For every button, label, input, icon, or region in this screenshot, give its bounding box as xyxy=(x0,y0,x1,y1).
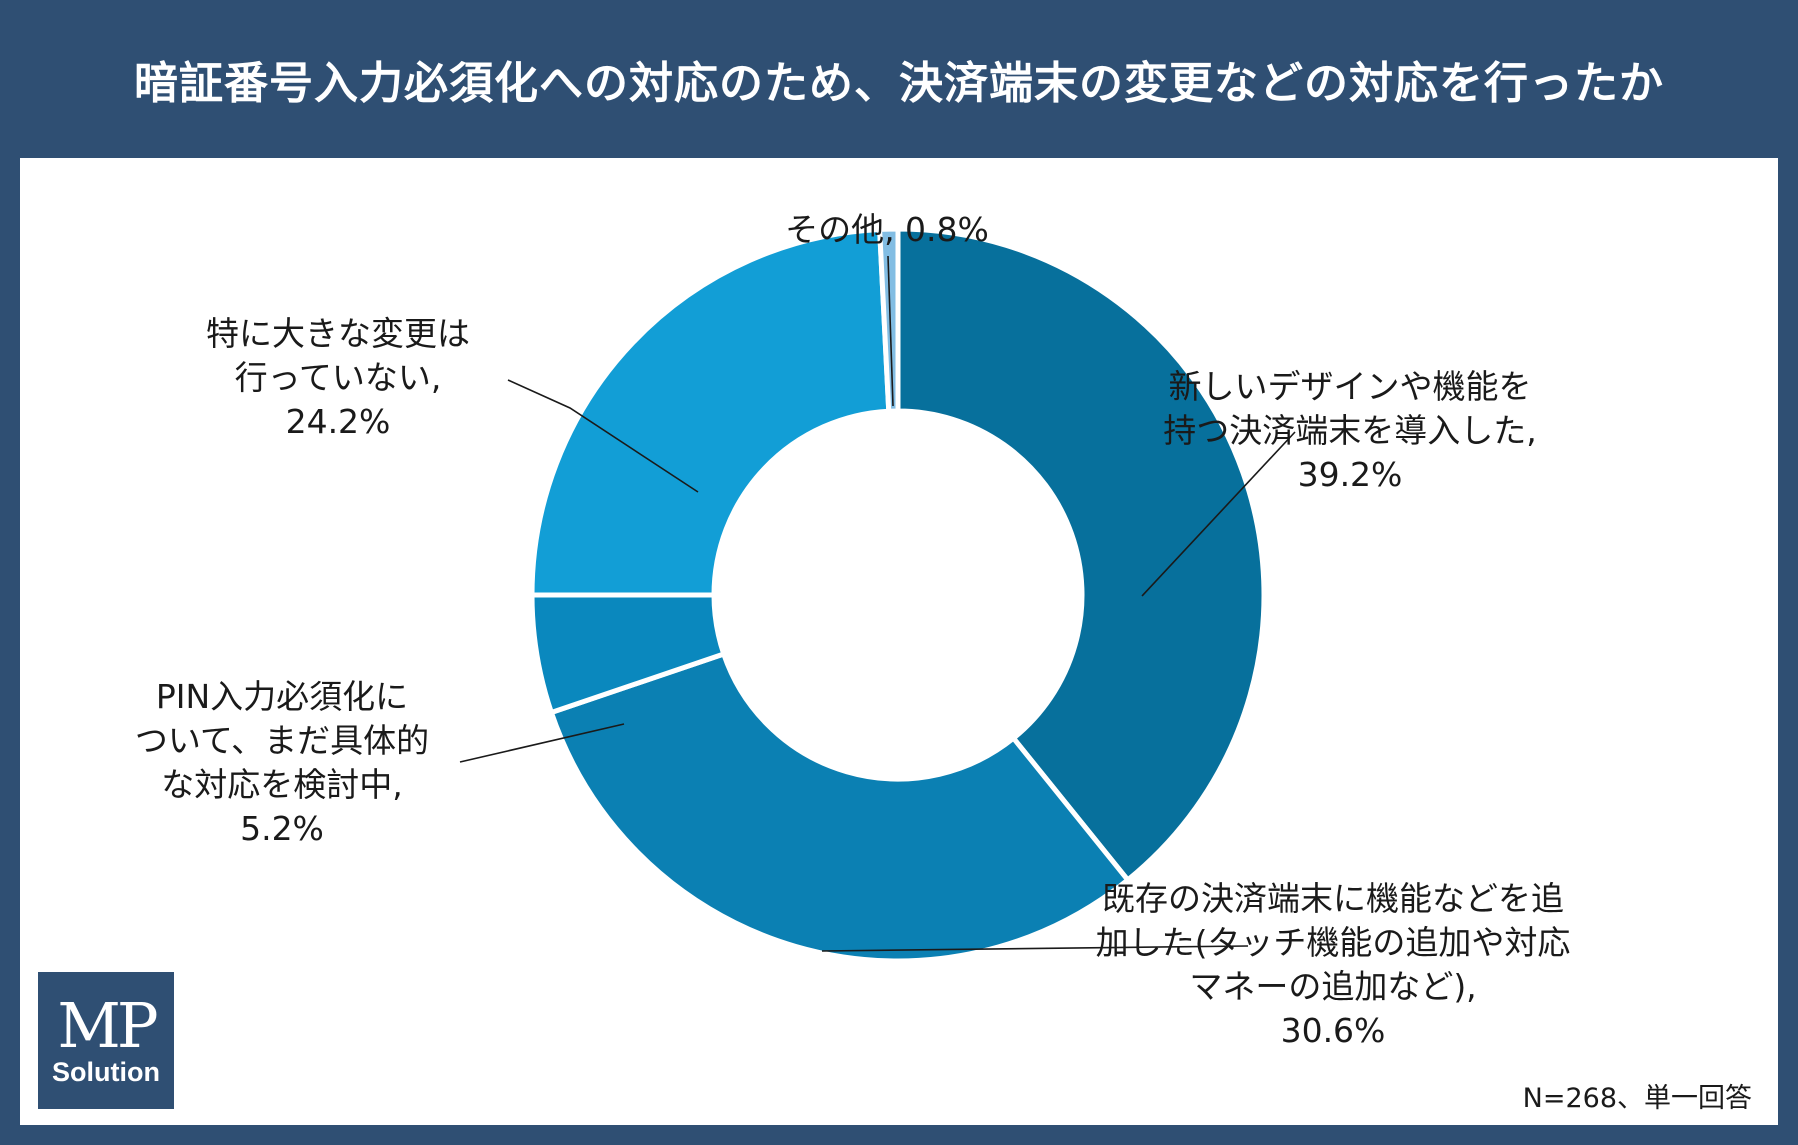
data-label-add-function: 既存の決済端末に機能などを追加した(タッチ機能の追加や対応マネーの追加など), 3… xyxy=(1096,879,1571,1050)
data-label-line: ついて、まだ具体的 xyxy=(135,721,429,760)
data-label-line: 24.2% xyxy=(286,402,391,441)
slice-other xyxy=(876,226,901,414)
data-label-line: PIN入力必須化に xyxy=(156,677,408,716)
data-label-line: 加した(タッチ機能の追加や対応 xyxy=(1096,923,1571,962)
data-label-line: その他, 0.8% xyxy=(785,210,989,249)
slice-no-change xyxy=(529,226,892,598)
logo-subtext: Solution xyxy=(52,1056,160,1087)
donut-chart: 新しいデザインや機能を持つ決済端末を導入した, 39.2% 既存の決済端末に機能など… xyxy=(135,210,1571,1050)
mp-solution-logo: MP Solution xyxy=(36,970,176,1111)
slice-new-terminal xyxy=(895,226,1267,884)
data-labels: 新しいデザインや機能を持つ決済端末を導入した, 39.2% 既存の決済端末に機能など… xyxy=(135,210,1571,1050)
leader-lines xyxy=(459,255,1296,952)
leader-line-other xyxy=(887,255,894,407)
data-label-line: 5.2% xyxy=(240,809,324,848)
leader-line-considering xyxy=(459,723,625,763)
data-label-line: マネーの追加など), xyxy=(1189,967,1476,1006)
data-label-new-terminal: 新しいデザインや機能を持つ決済端末を導入した, 39.2% xyxy=(1163,367,1537,494)
leader-line-add-function xyxy=(821,945,1249,952)
logo-mark: MP xyxy=(57,988,158,1062)
data-label-no-change: 特に大きな変更は行っていない, 24.2% xyxy=(206,314,470,441)
data-label-line: 39.2% xyxy=(1298,455,1403,494)
data-label-line: 特に大きな変更は xyxy=(206,314,470,353)
chart-panel: 新しいデザインや機能を持つ決済端末を導入した, 39.2% 既存の決済端末に機能など… xyxy=(20,158,1778,1125)
leader-line-new-terminal xyxy=(1141,431,1296,597)
data-label-line: な対応を検討中, xyxy=(161,765,403,804)
chart-header: 暗証番号入力必須化への対応のため、決済端末の変更などの対応を行ったか xyxy=(0,0,1798,158)
data-label-line: 新しいデザインや機能を xyxy=(1169,367,1532,406)
leader-line-no-change xyxy=(507,379,699,493)
data-label-line: 行っていない, xyxy=(235,358,442,397)
chart-title: 暗証番号入力必須化への対応のため、決済端末の変更などの対応を行ったか xyxy=(134,58,1664,109)
data-label-other: その他, 0.8% xyxy=(785,210,989,249)
data-label-considering: PIN入力必須化について、まだ具体的な対応を検討中, 5.2% xyxy=(135,677,429,848)
data-label-line: 30.6% xyxy=(1281,1011,1386,1050)
sample-size-note: N=268、単一回答 xyxy=(1522,1083,1752,1114)
donut-slices xyxy=(529,226,1267,964)
data-label-line: 既存の決済端末に機能などを追 xyxy=(1102,879,1564,918)
slice-add-function xyxy=(548,650,1132,964)
data-label-line: 持つ決済端末を導入した, xyxy=(1163,411,1537,450)
